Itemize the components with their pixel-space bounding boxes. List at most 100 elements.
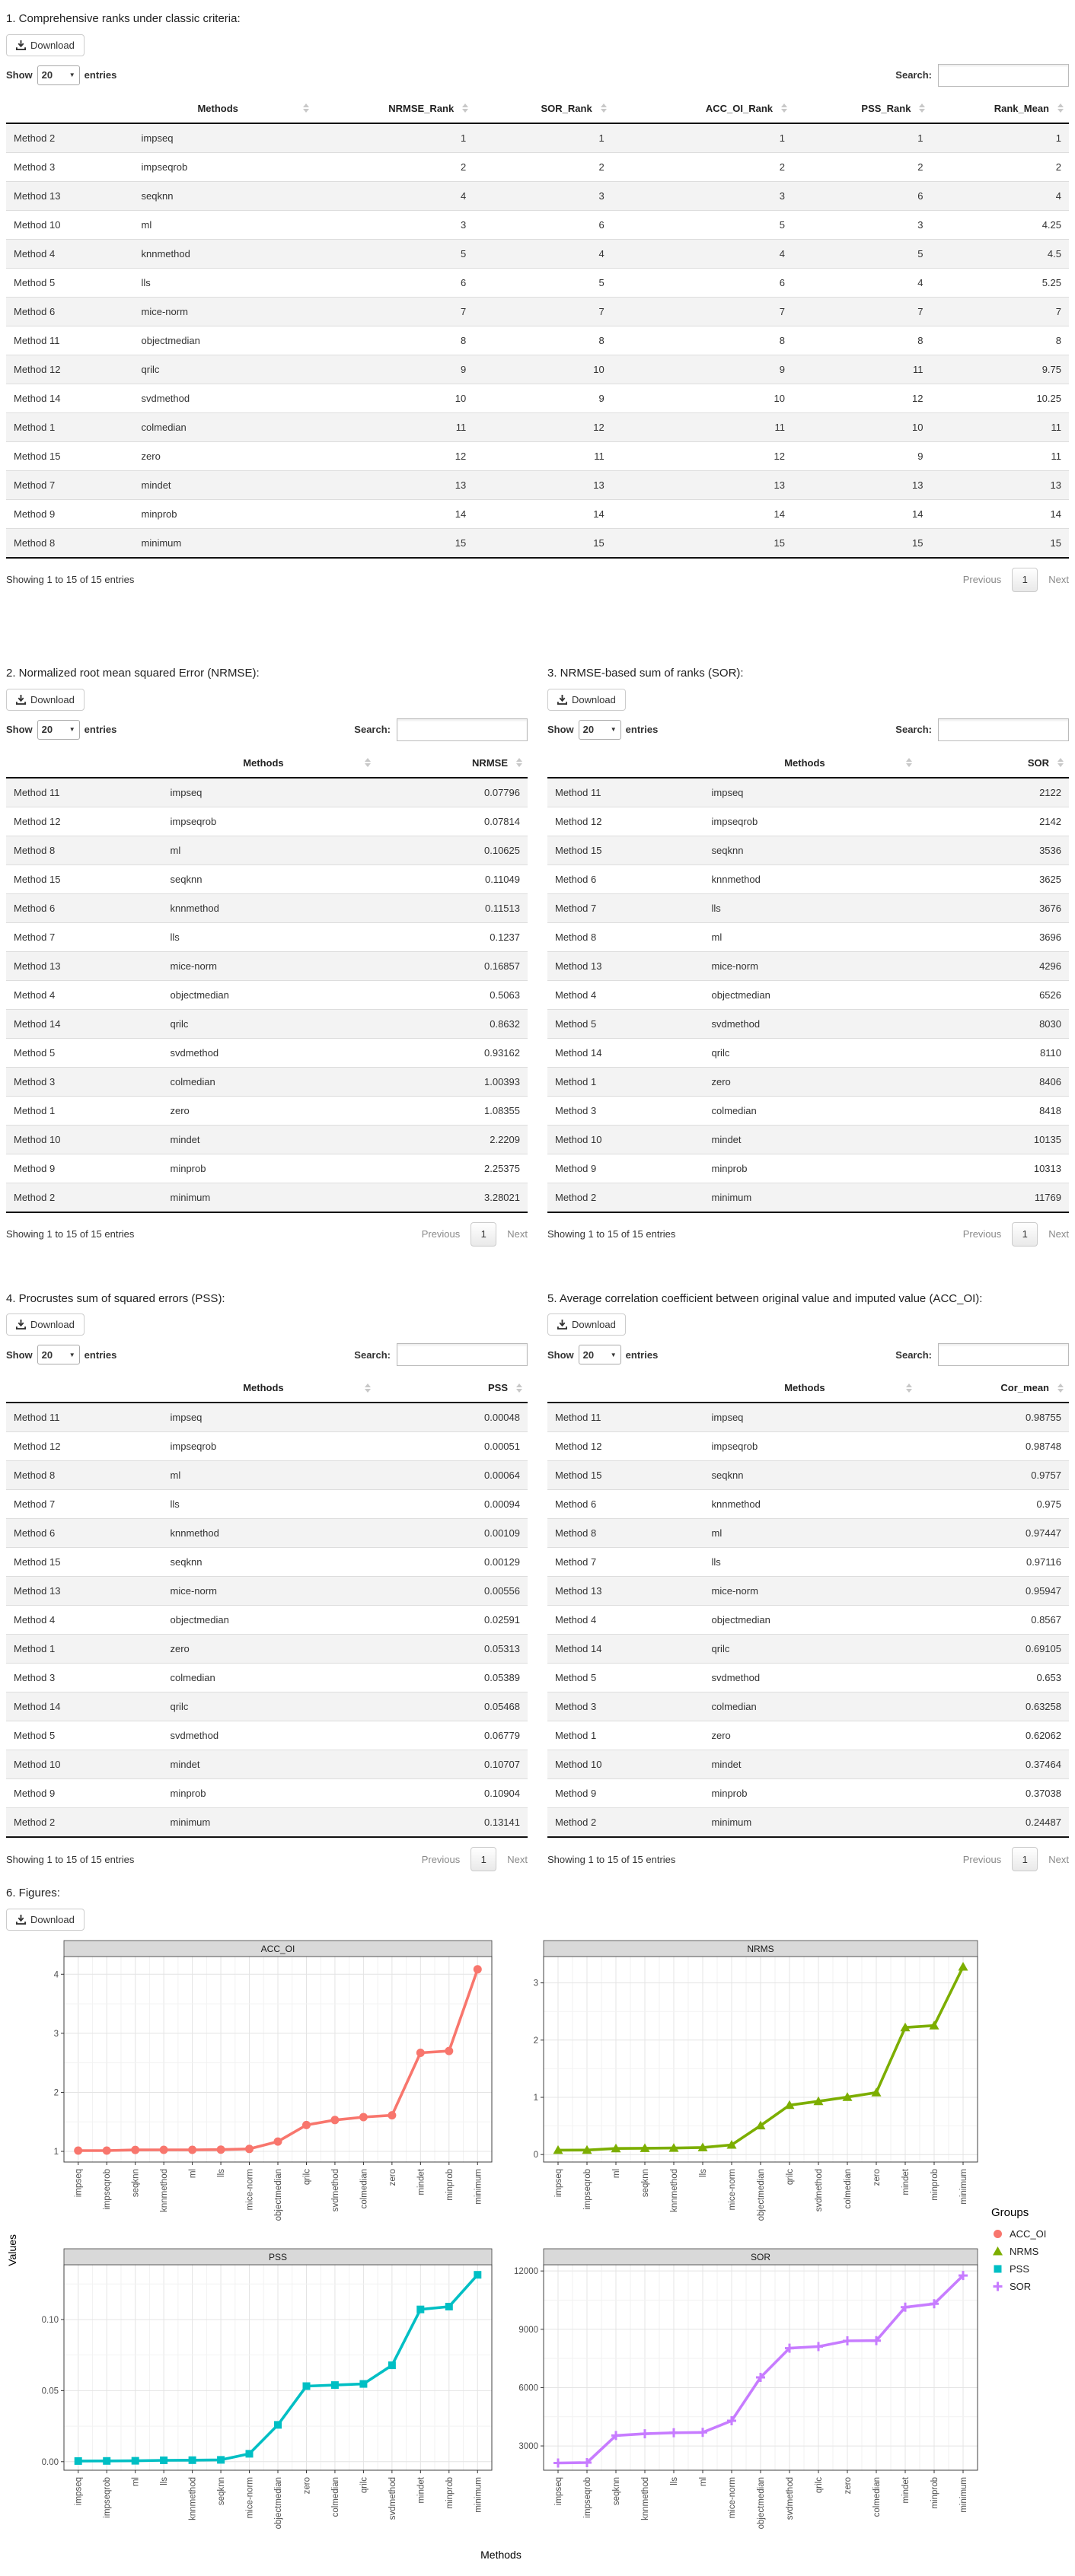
- column-header-methods[interactable]: Methods: [703, 1374, 918, 1404]
- value-cell: 7: [314, 296, 474, 326]
- search-input[interactable]: [938, 1343, 1069, 1367]
- download-button[interactable]: Download: [6, 33, 85, 56]
- sort-icon: [919, 103, 926, 113]
- download-button[interactable]: Download: [547, 688, 626, 711]
- panel-title: PSS: [269, 2252, 287, 2262]
- table-row: Method 8 minimum 15 15 15 15 15: [6, 527, 1069, 559]
- table-footer: Showing 1 to 15 of 15 entries Previous 1 Ne…: [547, 1847, 1069, 1872]
- page-1-button[interactable]: 1: [471, 1847, 497, 1872]
- table-info: Showing 1 to 15 of 15 entries: [547, 1853, 676, 1865]
- table-info: Showing 1 to 15 of 15 entries: [547, 1228, 676, 1240]
- search-input[interactable]: [397, 1343, 528, 1367]
- next-button[interactable]: Next: [1048, 1228, 1069, 1240]
- svg-text:12000: 12000: [514, 2267, 538, 2276]
- row-name-cell: Method 7: [6, 922, 163, 951]
- column-header-methods[interactable]: Methods: [703, 748, 918, 779]
- method-cell: colmedian: [703, 1095, 918, 1125]
- rowname-column-header: [547, 1374, 704, 1404]
- download-label: Download: [30, 693, 75, 705]
- next-button[interactable]: Next: [507, 1853, 528, 1865]
- column-header-sor[interactable]: SOR: [917, 748, 1069, 779]
- row-name-cell: Method 14: [6, 1692, 163, 1721]
- search-input[interactable]: [938, 718, 1069, 741]
- row-name-cell: Method 15: [6, 441, 134, 471]
- svg-text:lls: lls: [699, 2169, 708, 2177]
- legend-title: Groups: [991, 2205, 1029, 2219]
- page-length-select[interactable]: 20 ▼: [578, 719, 621, 740]
- column-header-sor_rank[interactable]: SOR_Rank: [474, 94, 612, 124]
- search-input[interactable]: [397, 718, 528, 741]
- download-button[interactable]: Download: [6, 1313, 85, 1336]
- pagination: Previous 1 Next: [962, 567, 1069, 592]
- table-row: Method 4 objectmedian 6526: [547, 979, 1069, 1009]
- column-header-pss_rank[interactable]: PSS_Rank: [793, 94, 931, 124]
- column-header-cor_mean[interactable]: Cor_mean: [917, 1374, 1069, 1404]
- column-header-methods[interactable]: Methods: [162, 1374, 377, 1404]
- value-cell: 0.05389: [376, 1663, 528, 1692]
- svg-text:colmedian: colmedian: [872, 2477, 882, 2517]
- column-header-nrmse[interactable]: NRMSE: [376, 748, 528, 779]
- page-length-select[interactable]: 20 ▼: [37, 1345, 80, 1365]
- previous-button[interactable]: Previous: [962, 1228, 1002, 1240]
- download-button[interactable]: Download: [6, 1909, 85, 1931]
- column-header-methods[interactable]: Methods: [133, 94, 314, 124]
- column-header-rank_mean[interactable]: Rank_Mean: [930, 94, 1069, 124]
- value-cell: 3696: [917, 922, 1069, 951]
- page-length-select[interactable]: 20 ▼: [37, 65, 80, 85]
- svg-text:impseq: impseq: [75, 2169, 84, 2197]
- value-cell: 5: [314, 238, 474, 269]
- row-name-cell: Method 7: [547, 893, 704, 922]
- method-cell: minimum: [162, 1807, 377, 1839]
- column-header-nrmse_rank[interactable]: NRMSE_Rank: [314, 94, 474, 124]
- download-button[interactable]: Download: [547, 1313, 626, 1336]
- panel-title: SOR: [751, 2252, 770, 2262]
- table-footer: Showing 1 to 15 of 15 entries Previous 1 Ne…: [6, 567, 1069, 592]
- previous-button[interactable]: Previous: [962, 574, 1002, 586]
- header-row: Methods SOR: [547, 748, 1069, 779]
- value-cell: 3625: [917, 864, 1069, 893]
- svg-text:0.10: 0.10: [42, 2316, 59, 2325]
- chevron-down-icon: ▼: [69, 1351, 75, 1358]
- value-cell: 0.07814: [376, 806, 528, 836]
- method-cell: impseq: [141, 132, 174, 144]
- column-header-acc_oi_rank[interactable]: ACC_OI_Rank: [611, 94, 793, 124]
- page-length-select[interactable]: 20 ▼: [37, 719, 80, 740]
- svg-text:0: 0: [534, 2151, 538, 2160]
- page-1-button[interactable]: 1: [1012, 1847, 1038, 1872]
- method-cell: zero: [162, 1095, 377, 1125]
- column-header-pss[interactable]: PSS: [376, 1374, 528, 1404]
- previous-button[interactable]: Previous: [962, 1853, 1002, 1865]
- next-button[interactable]: Next: [507, 1228, 528, 1240]
- search-input[interactable]: [938, 63, 1069, 87]
- method-cell: svdmethod: [162, 1721, 377, 1750]
- value-cell: 0.97116: [917, 1547, 1069, 1577]
- table-row: Method 9 minprob 0.10904: [6, 1778, 528, 1808]
- page-1-button[interactable]: 1: [1012, 567, 1038, 592]
- previous-button[interactable]: Previous: [421, 1853, 461, 1865]
- page-length-control: Show 20 ▼ entries: [547, 719, 658, 740]
- table-controls: Show 20 ▼ entries Search:: [6, 718, 528, 741]
- next-button[interactable]: Next: [1048, 574, 1069, 586]
- page-length-select[interactable]: 20 ▼: [578, 1345, 621, 1365]
- row-name-cell: Method 10: [547, 1750, 704, 1779]
- column-header-methods[interactable]: Methods: [162, 748, 377, 779]
- table-row: Method 15 seqknn 0.11049: [6, 864, 528, 893]
- column-header-label: Methods: [784, 1382, 825, 1394]
- svg-text:svdmethod: svdmethod: [388, 2477, 397, 2520]
- figures-column: ACC_OI 1 2 3 4 impseq impseqrob seqknn knnmethod…: [21, 1940, 981, 2561]
- page-1-button[interactable]: 1: [471, 1221, 497, 1247]
- previous-button[interactable]: Previous: [421, 1228, 461, 1240]
- row-name-cell: Method 4: [547, 979, 704, 1009]
- table-row: Method 8 ml 0.00064: [6, 1460, 528, 1490]
- page-1-button[interactable]: 1: [1012, 1221, 1038, 1247]
- row-name-cell: Method 11: [6, 325, 134, 355]
- next-button[interactable]: Next: [1048, 1853, 1069, 1865]
- rowname-column-header: [547, 748, 704, 779]
- row-name-cell: Method 11: [14, 1412, 60, 1424]
- value-cell: 11: [611, 412, 793, 442]
- download-button[interactable]: Download: [6, 688, 85, 711]
- row-name-cell: Method 6: [6, 1518, 163, 1548]
- row-name-cell: Method 12: [547, 806, 704, 836]
- show-label: Show: [6, 1348, 33, 1361]
- value-cell: 0.9757: [917, 1460, 1069, 1490]
